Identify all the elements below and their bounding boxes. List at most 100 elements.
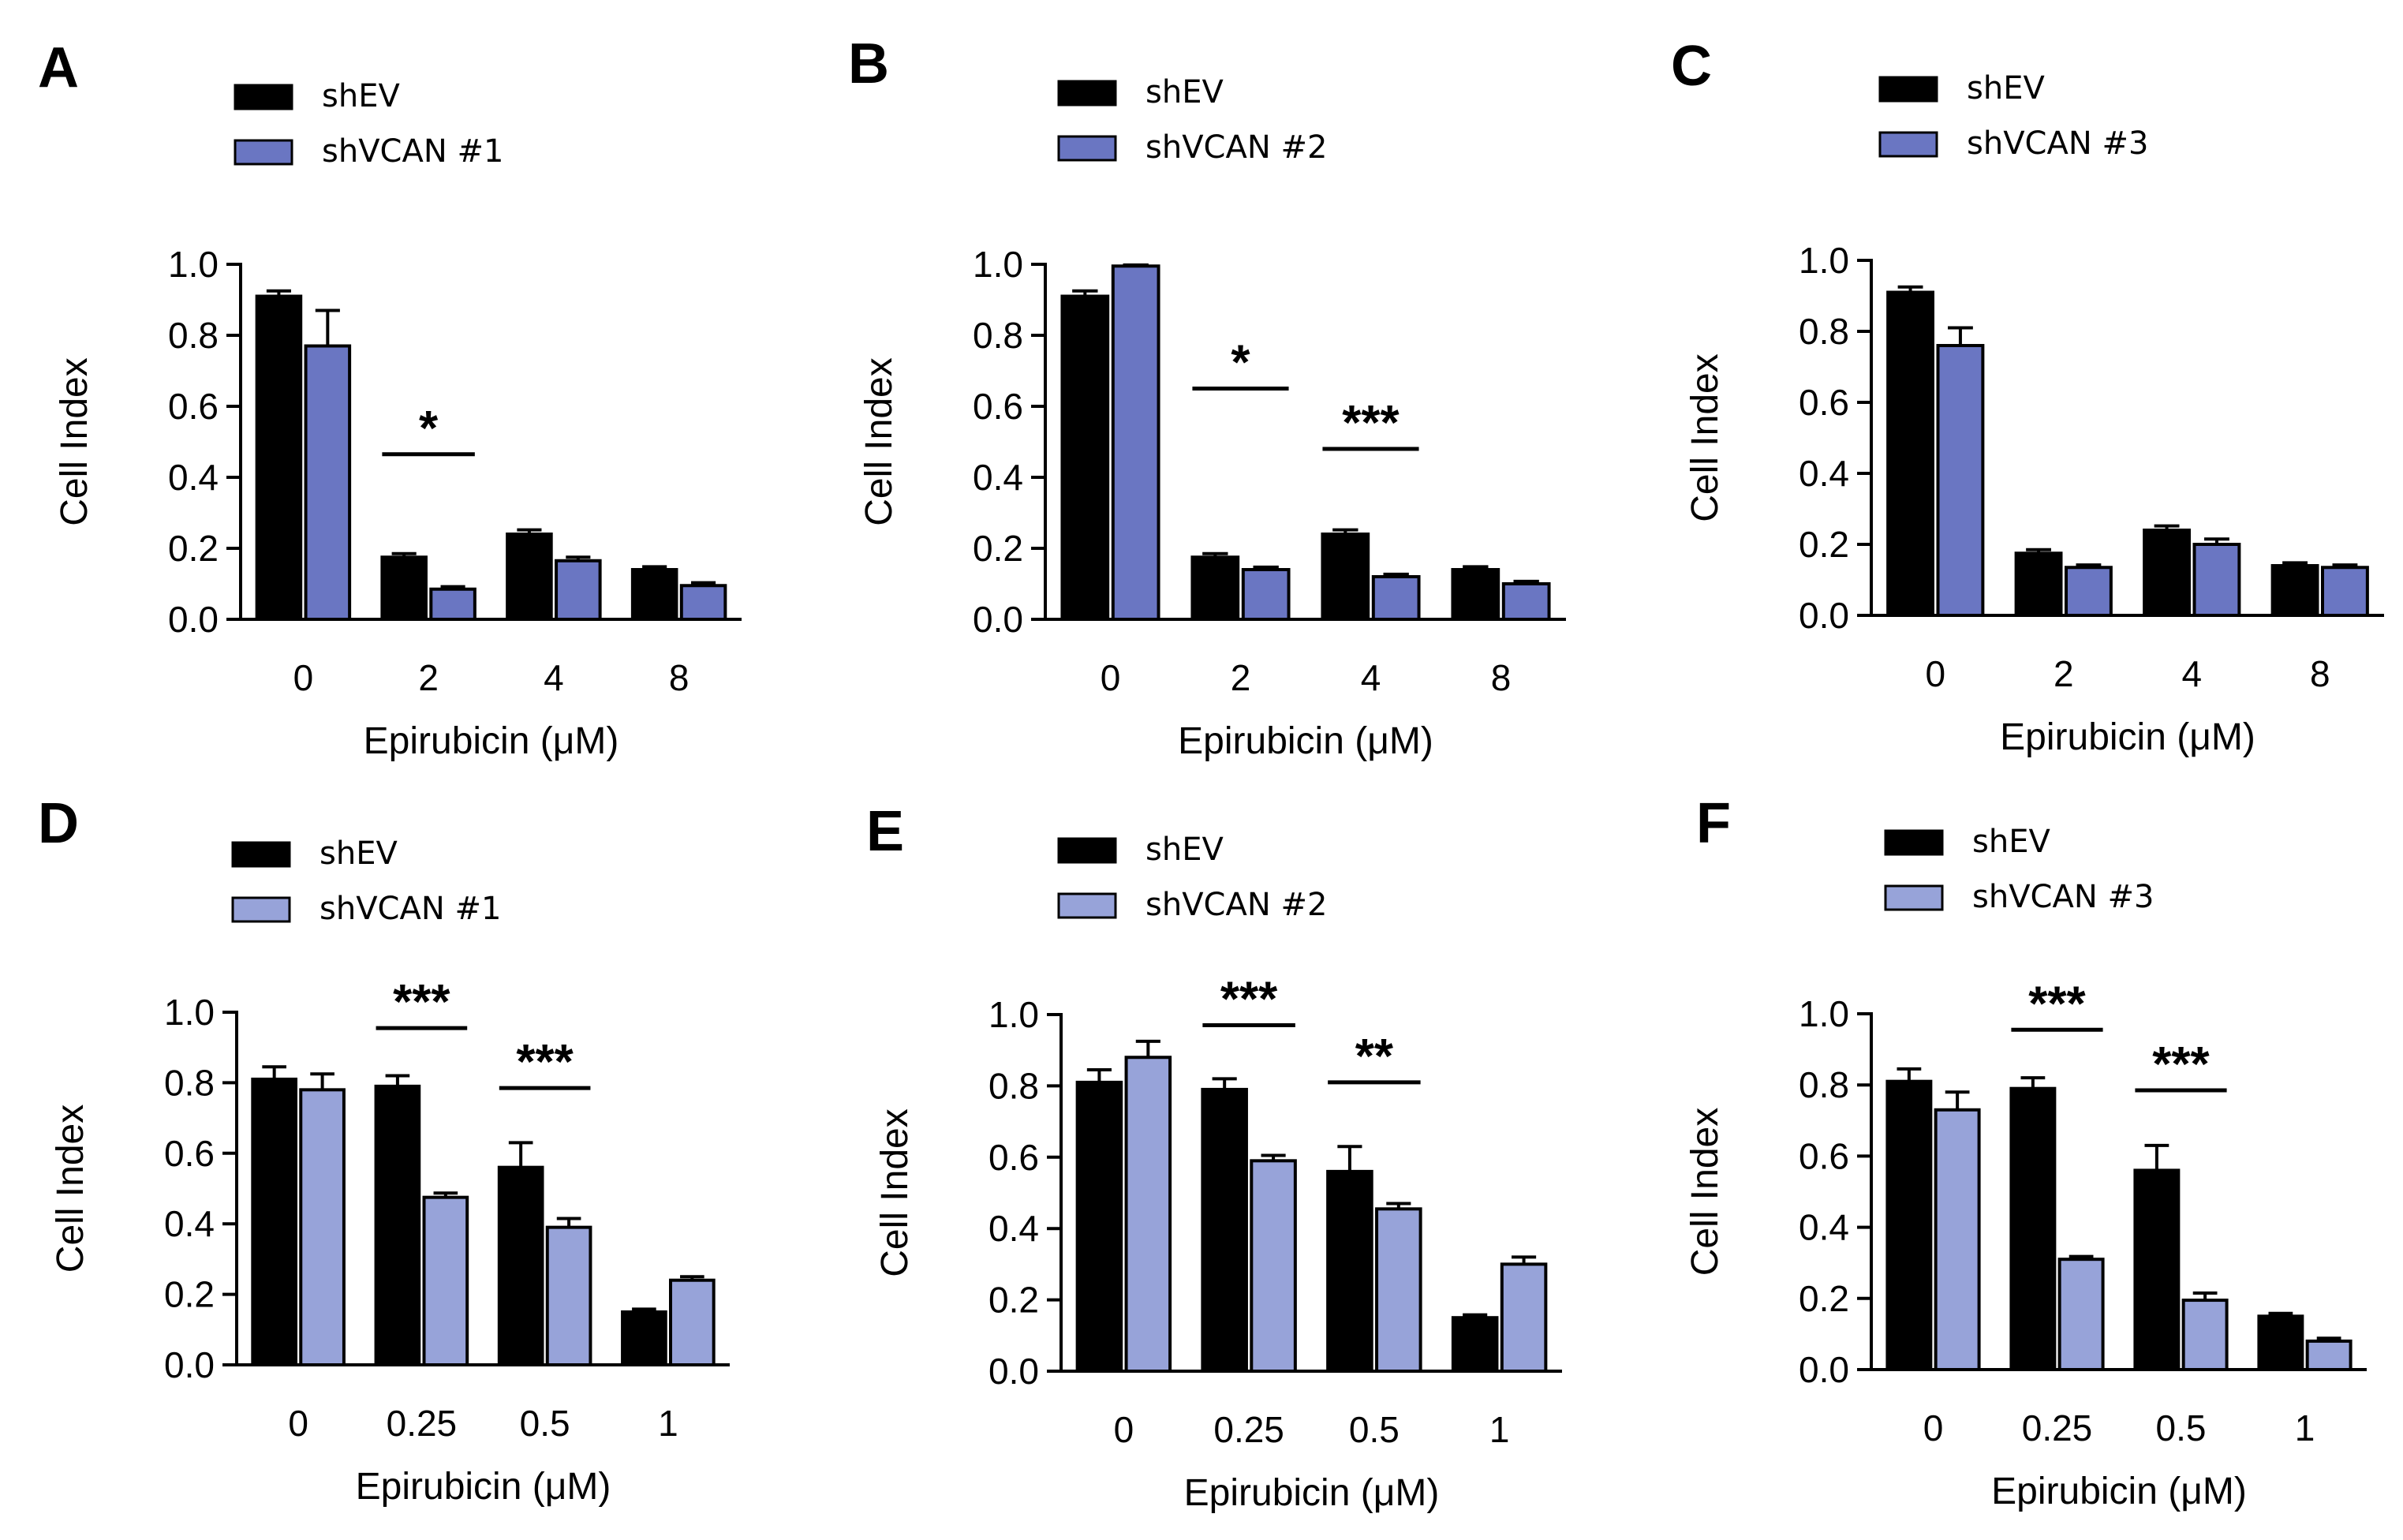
x-tick-label: 0.25 [2022, 1407, 2093, 1448]
legend-label: shEV [1145, 832, 1224, 868]
y-tick-label: 0.6 [164, 1133, 215, 1174]
x-tick-label: 0.25 [1213, 1409, 1284, 1450]
bar [429, 587, 476, 621]
y-tick-label: 0.2 [164, 1274, 215, 1315]
y-tick-label: 1.0 [973, 244, 1023, 285]
bar [1886, 290, 1934, 617]
legend-label: shEV [1972, 824, 2050, 860]
significance-label: *** [1342, 396, 1400, 450]
y-tick-label: 0.6 [988, 1137, 1039, 1178]
y-tick-label: 1.0 [988, 994, 1039, 1035]
legend-swatch [231, 896, 291, 923]
y-tick-label: 0.4 [973, 457, 1023, 498]
y-tick-label: 0.0 [168, 599, 219, 640]
bar [679, 584, 727, 621]
y-tick-label: 0.8 [1799, 311, 1849, 352]
bar [2133, 1168, 2181, 1371]
legend-swatch [1878, 131, 1938, 158]
x-axis-label: Epirubicin (μM) [1178, 720, 1433, 762]
significance-label: *** [1220, 973, 1278, 1027]
y-axis-label: Cell Index [1684, 1108, 1726, 1276]
x-tick-label: 8 [2310, 653, 2330, 694]
y-tick-label: 0.4 [168, 457, 219, 498]
legend-swatch [1884, 884, 1944, 911]
y-tick-label: 1.0 [168, 244, 219, 285]
x-tick-label: 4 [1361, 657, 1381, 698]
x-axis-label: Epirubicin (μM) [1991, 1471, 2247, 1512]
bar [299, 1088, 346, 1366]
x-tick-label: 2 [1231, 657, 1251, 698]
legend-label: shVCAN #3 [1972, 879, 2154, 915]
bar [1375, 1207, 1422, 1373]
bar [1500, 1262, 1548, 1374]
y-tick-label: 0.8 [1799, 1064, 1849, 1105]
y-tick-label: 0.2 [1799, 1278, 1849, 1319]
y-axis-label: Cell Index [858, 357, 900, 525]
bar [2270, 564, 2319, 617]
y-tick-label: 1.0 [1799, 993, 1849, 1034]
x-tick-label: 1 [658, 1403, 678, 1444]
y-tick-label: 0.2 [988, 1280, 1039, 1321]
x-tick-label: 0.5 [1349, 1409, 1400, 1450]
y-axis-label: Cell Index [1684, 353, 1726, 521]
y-axis-label: Cell Index [54, 357, 95, 525]
y-tick-label: 0.0 [1799, 595, 1849, 636]
bar [1111, 264, 1160, 621]
legend-label: shEV [1967, 70, 2045, 107]
bar [2143, 529, 2191, 617]
legend-swatch [231, 841, 291, 868]
bar [2181, 1299, 2229, 1372]
bar [304, 344, 352, 621]
significance-label: *** [2152, 1037, 2210, 1092]
y-tick-label: 0.6 [973, 386, 1023, 427]
bar [1885, 1079, 1933, 1371]
y-tick-label: 0.0 [1799, 1349, 1849, 1390]
significance-label: * [419, 402, 439, 456]
bar [1501, 582, 1551, 621]
legend-label: shVCAN #1 [320, 891, 501, 927]
y-tick-label: 0.0 [988, 1351, 1039, 1392]
bar [1075, 1080, 1123, 1373]
significance-label: *** [516, 1035, 574, 1090]
x-tick-label: 0 [1923, 1407, 1944, 1448]
bar [630, 568, 678, 621]
y-axis-label: Cell Index [50, 1105, 92, 1273]
x-tick-label: 0 [293, 657, 314, 698]
bar [1241, 568, 1291, 621]
x-tick-label: 2 [418, 657, 439, 698]
bar [380, 555, 428, 621]
bar [1326, 1169, 1373, 1373]
panel-letter: B [848, 32, 889, 95]
bar [506, 533, 553, 621]
x-tick-label: 8 [669, 657, 690, 698]
legend-swatch [1057, 135, 1117, 162]
x-tick-label: 0 [288, 1403, 308, 1444]
significance-label: *** [393, 975, 450, 1030]
legend-label: shEV [320, 835, 398, 872]
y-tick-label: 0.4 [164, 1203, 215, 1244]
significance-label: * [1231, 336, 1250, 391]
bar [2009, 1086, 2057, 1371]
bar [2257, 1314, 2304, 1371]
bar [374, 1084, 421, 1366]
bar [255, 294, 303, 621]
x-tick-label: 0.25 [387, 1403, 458, 1444]
legend-label: shEV [322, 78, 400, 114]
legend-swatch [234, 84, 293, 110]
x-tick-label: 0.5 [520, 1403, 570, 1444]
x-tick-label: 4 [544, 657, 564, 698]
x-tick-label: 0 [1114, 1409, 1134, 1450]
panel-letter: A [38, 36, 79, 99]
bar [669, 1278, 716, 1366]
bar [1936, 344, 1985, 617]
x-tick-label: 0.5 [2156, 1407, 2207, 1448]
bar [1451, 1316, 1499, 1373]
bar [1934, 1108, 1981, 1372]
bar [2065, 566, 2113, 617]
legend-swatch [1057, 837, 1117, 864]
